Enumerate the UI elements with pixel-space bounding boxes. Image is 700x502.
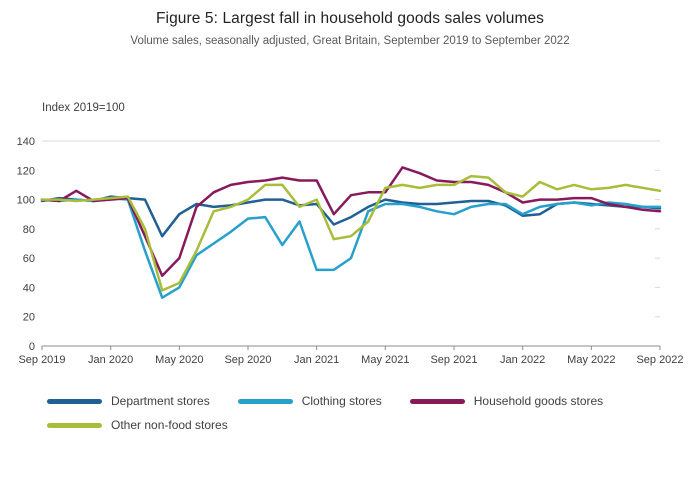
y-tick-label: 120	[17, 165, 35, 177]
legend-swatch	[47, 422, 102, 428]
chart-title: Figure 5: Largest fall in household good…	[155, 10, 545, 27]
y-tick-label: 80	[23, 224, 35, 236]
x-tick-label: Sep 2022	[636, 354, 683, 366]
x-tick-label: May 2022	[567, 354, 615, 366]
legend-swatch	[47, 398, 102, 404]
x-tick-label: Sep 2019	[18, 354, 65, 366]
legend-label: Clothing stores	[301, 394, 382, 408]
y-tick-label: 40	[23, 282, 35, 294]
legend-swatch	[237, 398, 293, 404]
legend-label: Other non-food stores	[111, 418, 228, 432]
legend-label: Household goods stores	[473, 394, 604, 408]
x-tick-label: Jan 2022	[500, 354, 545, 366]
legend-item[interactable]: Department stores	[47, 394, 210, 408]
legend-item[interactable]: Household goods stores	[409, 394, 604, 408]
legend-swatch	[409, 398, 465, 404]
line-chart: Index 2019=100 0 20 40 60 80 100 120 140 Sep 2019…	[17, 102, 684, 366]
series-line	[40, 174, 662, 292]
legend-label: Department stores	[111, 394, 210, 408]
x-tick-label: Sep 2020	[224, 354, 271, 366]
y-tick-label: 100	[17, 195, 35, 207]
x-tick-label: Sep 2021	[430, 354, 477, 366]
legend-item[interactable]: Clothing stores	[237, 394, 382, 408]
x-tick-label: Jan 2020	[88, 354, 133, 366]
y-tick-label: 140	[17, 136, 35, 148]
legend-item[interactable]: Other non-food stores	[47, 418, 228, 432]
x-tick-label: May 2021	[361, 354, 409, 366]
series-line	[40, 196, 662, 299]
y-tick-label: 60	[23, 253, 35, 265]
y-tick-label: 0	[29, 341, 35, 353]
legend: Department stores Clothing stores Househol…	[47, 394, 677, 442]
y-axis-title: Index 2019=100	[42, 102, 125, 114]
x-tick-label: May 2020	[155, 354, 203, 366]
chart-subtitle: Volume sales, seasonally adjusted, Great…	[130, 35, 570, 47]
x-tick-label: Jan 2021	[294, 354, 339, 366]
y-tick-label: 20	[23, 312, 35, 324]
series-line	[40, 166, 662, 277]
